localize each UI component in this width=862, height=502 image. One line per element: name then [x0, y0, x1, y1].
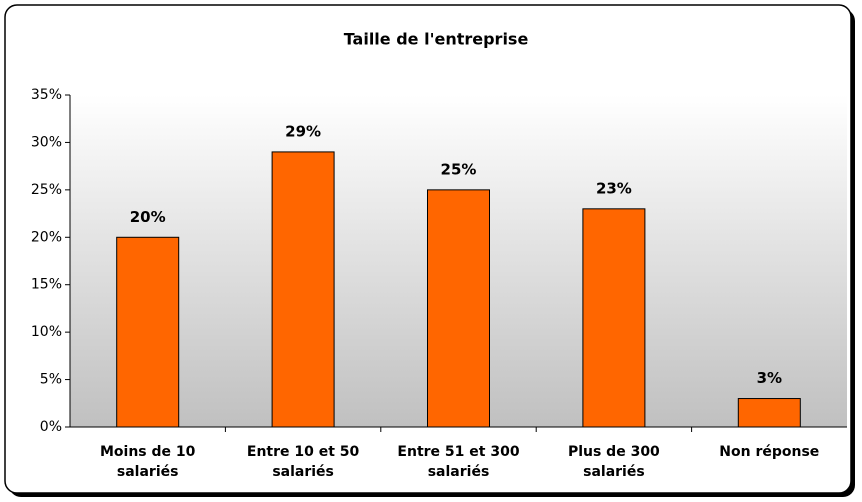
y-tick-label: 0% [40, 419, 62, 435]
y-tick-label: 15% [31, 277, 62, 293]
bar [116, 236, 180, 428]
y-tick-label: 25% [31, 182, 62, 198]
bar [427, 189, 490, 428]
bar [737, 398, 801, 428]
y-tick-label: 30% [31, 134, 62, 150]
data-label: 25% [441, 160, 477, 178]
y-tick-label: 20% [31, 229, 62, 245]
y-tick-label: 5% [40, 372, 62, 388]
data-label: 20% [130, 208, 166, 226]
x-tick-label: Non réponse [719, 444, 820, 460]
data-label: 23% [596, 179, 632, 197]
bar [582, 208, 646, 428]
data-label: 3% [757, 369, 782, 387]
y-tick-label: 10% [31, 324, 62, 340]
x-tick-label: Moins de 10 salariés [99, 444, 196, 480]
chart-title: Taille de l'entreprise [344, 30, 529, 49]
x-tick-label: Plus de 300 salariés [567, 444, 660, 480]
y-tick-label: 35% [31, 87, 62, 103]
data-label: 29% [285, 122, 321, 140]
x-tick-label: Entre 10 et 50 salariés [246, 444, 360, 480]
bar [271, 151, 335, 428]
x-tick-label: Entre 51 et 300 salariés [397, 444, 520, 480]
